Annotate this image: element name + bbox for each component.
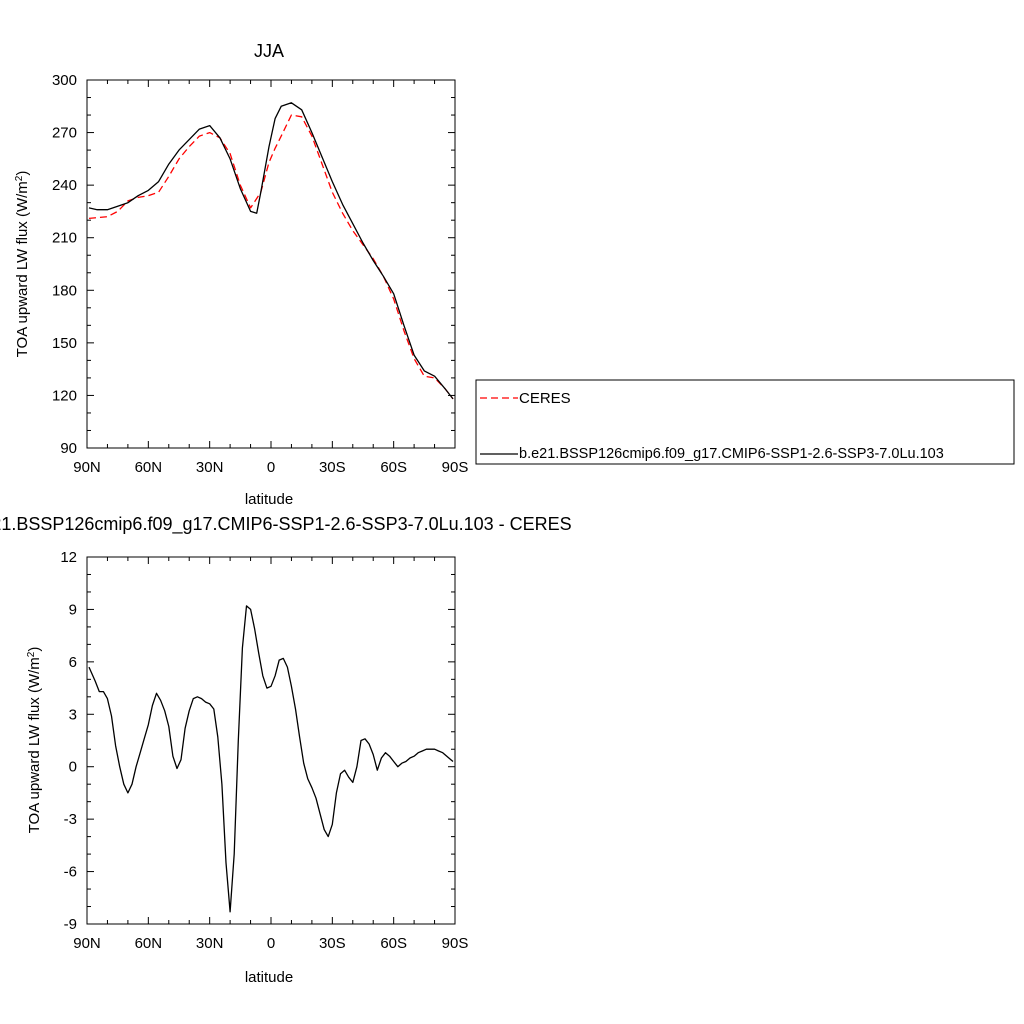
- top-plot-area: [88, 102, 454, 400]
- top-y-tick-label: 90: [60, 440, 77, 457]
- bottom-series-line-difference: [88, 605, 454, 913]
- top-y-axis-label: TOA upward LW flux (W/m2): [14, 171, 32, 358]
- top-y-tick-label: 270: [52, 125, 77, 142]
- bottom-y-tick-label: -9: [64, 916, 77, 933]
- bottom-x-tick-label: 60N: [135, 935, 163, 952]
- top-y-tick-label: 180: [52, 282, 77, 299]
- top-x-axis-label: latitude: [245, 491, 293, 508]
- top-y-tick-label: 150: [52, 335, 77, 352]
- top-x-tick-label: 60S: [380, 459, 407, 476]
- top-x-tick-label: 30S: [319, 459, 346, 476]
- top-y-tick-label: 210: [52, 230, 77, 247]
- bottom-y-axis-label-end: ): [26, 647, 43, 652]
- top-y-axis-label-end: ): [14, 171, 31, 176]
- legend-label-ceres: CERES: [519, 390, 571, 407]
- bottom-x-axis-label: latitude: [245, 969, 293, 986]
- top-panel: JJA 90N 60N 30N 0 30S 60S 90S 90 120 150 180 210 240…: [14, 41, 469, 508]
- top-x-tick-label: 30N: [196, 459, 224, 476]
- bottom-plot-frame: [86, 556, 456, 925]
- bottom-y-tick-label: 6: [69, 654, 77, 671]
- bottom-tick-labels: 90N 60N 30N 0 30S 60S 90S -9 -6 -3 0 3 6 9 12: [60, 549, 468, 952]
- bottom-x-tick-label: 30N: [196, 935, 224, 952]
- top-x-tick-label: 90N: [73, 459, 101, 476]
- bottom-plot-area: [88, 605, 454, 913]
- top-y-tick-label: 300: [52, 72, 77, 89]
- bottom-y-tick-label: 12: [60, 549, 77, 566]
- bottom-y-axis-label-sup: 2: [26, 651, 37, 657]
- bottom-x-tick-label: 90S: [442, 935, 469, 952]
- bottom-y-tick-label: 0: [69, 759, 77, 776]
- top-y-tick-label: 120: [52, 387, 77, 404]
- legend-label-model: b.e21.BSSP126cmip6.f09_g17.CMIP6-SSP1-2.…: [519, 446, 944, 462]
- bottom-y-axis-label-main: TOA upward LW flux (W/m: [26, 657, 43, 833]
- bottom-y-tick-label: -6: [64, 864, 77, 881]
- top-series-line-ceres: [88, 114, 454, 400]
- bottom-y-tick-label: -3: [64, 811, 77, 828]
- top-x-tick-label: 60N: [135, 459, 163, 476]
- top-plot-frame: [86, 79, 456, 449]
- bottom-x-tick-label: 90N: [73, 935, 101, 952]
- bottom-y-tick-label: 3: [69, 706, 77, 723]
- top-x-tick-label: 0: [267, 459, 275, 476]
- bottom-y-axis-label: TOA upward LW flux (W/m2): [26, 647, 44, 834]
- legend: CERES b.e21.BSSP126cmip6.f09_g17.CMIP6-S…: [475, 379, 1015, 465]
- bottom-ticks: [86, 556, 456, 925]
- bottom-x-tick-label: 30S: [319, 935, 346, 952]
- bottom-chart-title: b.e21.BSSP126cmip6.f09_g17.CMIP6-SSP1-2.…: [0, 514, 572, 535]
- legend-box: [475, 379, 1015, 465]
- bottom-x-tick-label: 60S: [380, 935, 407, 952]
- top-y-axis-label-sup: 2: [14, 175, 25, 181]
- top-series-line-model: [88, 102, 454, 400]
- bottom-x-tick-label: 0: [267, 935, 275, 952]
- top-x-tick-label: 90S: [442, 459, 469, 476]
- top-tick-labels: 90N 60N 30N 0 30S 60S 90S 90 120 150 180 210 240 270 3…: [52, 72, 468, 476]
- top-y-axis-label-main: TOA upward LW flux (W/m: [14, 181, 31, 357]
- bottom-panel: b.e21.BSSP126cmip6.f09_g17.CMIP6-SSP1-2.…: [0, 514, 572, 986]
- top-y-tick-label: 240: [52, 177, 77, 194]
- top-chart-title: JJA: [254, 41, 284, 61]
- bottom-y-tick-label: 9: [69, 601, 77, 618]
